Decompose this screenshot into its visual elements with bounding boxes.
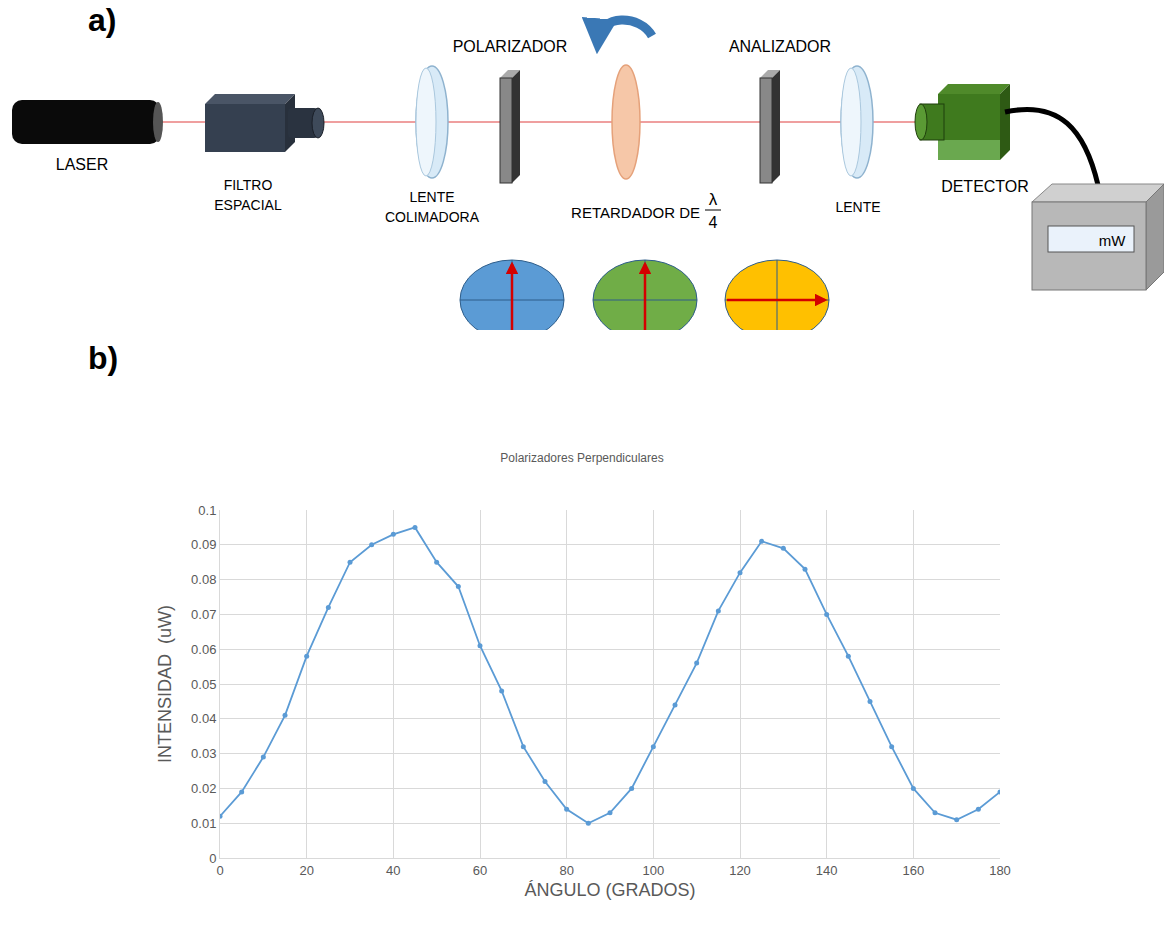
svg-text:ESPACIAL: ESPACIAL	[214, 197, 282, 213]
svg-text:0: 0	[209, 851, 216, 866]
svg-text:140: 140	[816, 863, 838, 878]
svg-text:0.06: 0.06	[191, 642, 216, 657]
svg-text:80: 80	[559, 863, 573, 878]
svg-text:INTENSIDAD (uW): INTENSIDAD (uW)	[155, 605, 175, 763]
svg-text:60: 60	[473, 863, 487, 878]
svg-text:4: 4	[709, 214, 718, 231]
html-text:a): a)	[88, 2, 117, 38]
svg-text:DETECTOR: DETECTOR	[941, 178, 1029, 195]
svg-text:LENTE: LENTE	[409, 189, 454, 205]
svg-text:0.05: 0.05	[191, 677, 216, 692]
svg-text:0.02: 0.02	[191, 781, 216, 796]
svg-text:100: 100	[642, 863, 664, 878]
svg-text:POLARIZADOR: POLARIZADOR	[453, 38, 568, 55]
svg-text:0.1: 0.1	[198, 503, 216, 518]
svg-text:ÁNGULO (GRADOS): ÁNGULO (GRADOS)	[524, 880, 695, 900]
svg-text:0.09: 0.09	[191, 537, 216, 552]
svg-text:LENTE: LENTE	[835, 199, 880, 215]
svg-text:COLIMADORA: COLIMADORA	[385, 209, 480, 225]
svg-text:0: 0	[216, 863, 223, 878]
html-text:b): b)	[88, 340, 119, 376]
svg-text:0.08: 0.08	[191, 572, 216, 587]
svg-text:FILTRO: FILTRO	[224, 177, 273, 193]
svg-text:20: 20	[299, 863, 313, 878]
svg-text:0.04: 0.04	[191, 711, 216, 726]
svg-text:160: 160	[902, 863, 924, 878]
svg-text:0.03: 0.03	[191, 746, 216, 761]
svg-text:0.07: 0.07	[191, 607, 216, 622]
svg-text:180: 180	[989, 863, 1011, 878]
svg-text:λ: λ	[709, 190, 718, 209]
svg-text:RETARDADOR DE: RETARDADOR DE	[571, 204, 700, 221]
svg-text:ANALIZADOR: ANALIZADOR	[729, 38, 831, 55]
svg-text:mW: mW	[1099, 232, 1126, 249]
svg-text:40: 40	[386, 863, 400, 878]
svg-text:0.01: 0.01	[191, 816, 216, 831]
svg-text:120: 120	[729, 863, 751, 878]
svg-text:LASER: LASER	[56, 156, 108, 173]
svg-text:Polarizadores Perpendiculares: Polarizadores Perpendiculares	[500, 451, 663, 465]
